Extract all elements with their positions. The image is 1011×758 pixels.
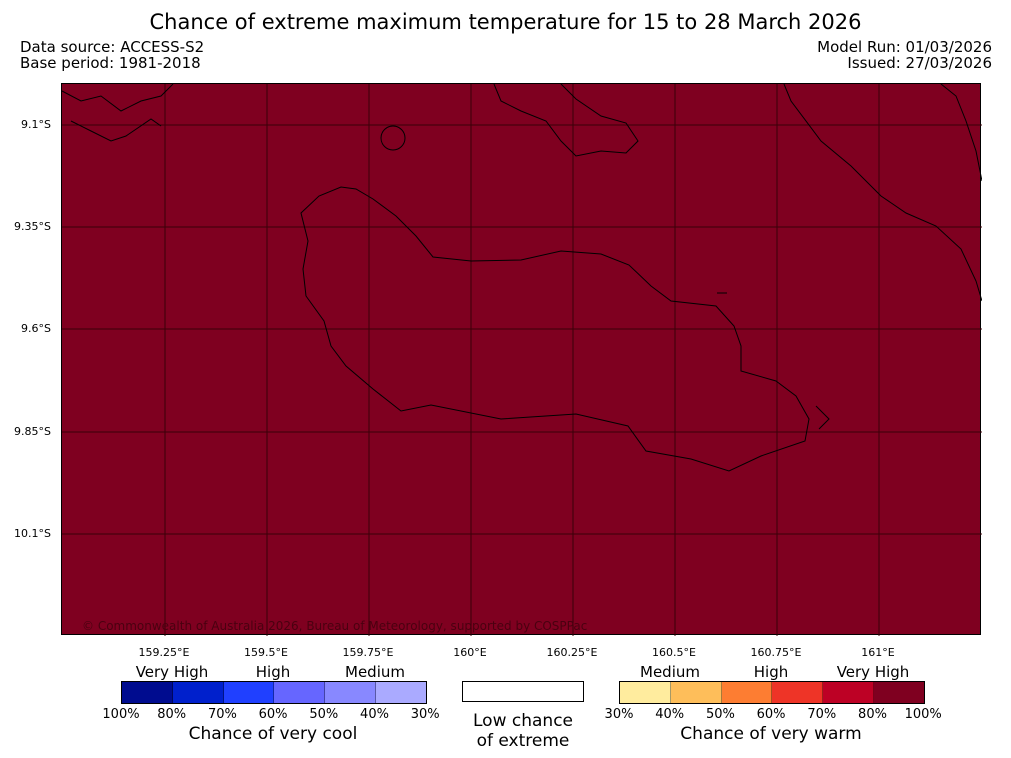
cool-tick-label: 30% (410, 707, 440, 722)
warm-colorbar (619, 681, 925, 704)
cool-colorbar (121, 681, 427, 704)
warm-swatch (772, 682, 824, 703)
warm-tick-label: 50% (705, 707, 735, 722)
lon-label: 161°E (861, 646, 895, 659)
malaita-coast (783, 83, 983, 302)
guadalcanal-coast (300, 186, 810, 472)
map[interactable] (61, 83, 983, 636)
lon-label: 160°E (453, 646, 487, 659)
warm-tick-label: 100% (904, 707, 942, 722)
graticule (62, 84, 982, 636)
data-source: Data source: ACCESS-S2 (20, 38, 205, 56)
savo-island-coast (380, 125, 406, 151)
cool-swatch (172, 682, 224, 703)
cool-tick-label: 70% (207, 707, 237, 722)
low-chance-swatch (462, 681, 584, 702)
cool-swatch (223, 682, 275, 703)
florida-islands-coast (493, 83, 639, 157)
lon-label: 160.25°E (546, 646, 598, 659)
warm-tick-label: 70% (807, 707, 837, 722)
warm-tick-label: 60% (756, 707, 786, 722)
lat-label: 9.35°S (14, 220, 51, 233)
cool-category: Medium (345, 663, 405, 681)
lat-label: 9.1°S (21, 118, 51, 131)
cool-swatch (274, 682, 326, 703)
lon-label: 159.75°E (342, 646, 394, 659)
lon-label: 159.5°E (244, 646, 288, 659)
copyright-notice: © Commonwealth of Australia 2026, Bureau… (82, 619, 588, 633)
warm-swatch (721, 682, 773, 703)
low-chance-caption-1: Low chance (473, 711, 573, 731)
cool-tick-label: 60% (258, 707, 288, 722)
low-chance-caption-2: of extreme (476, 731, 570, 751)
cool-tick-label: 80% (157, 707, 187, 722)
cool-tick-label: 40% (360, 707, 389, 722)
lat-label: 9.85°S (14, 425, 51, 438)
lon-label: 160.75°E (750, 646, 802, 659)
cool-tick-label: 100% (102, 707, 140, 722)
cool-swatch (376, 682, 426, 703)
warm-tick-label: 80% (858, 707, 887, 722)
lat-label: 9.6°S (21, 322, 51, 335)
warm-category: Medium (640, 663, 700, 681)
warm-tick-label: 40% (655, 707, 685, 722)
warm-caption: Chance of very warm (680, 724, 862, 744)
warm-swatch (670, 682, 722, 703)
model-run: Model Run: 01/03/2026 (817, 38, 992, 56)
islet-coast (815, 405, 830, 430)
chart-title: Chance of extreme maximum temperature fo… (149, 10, 862, 34)
cool-swatch (325, 682, 377, 703)
warm-category: Very High (836, 663, 910, 681)
coastline (61, 83, 983, 472)
lon-label: 160.5°E (652, 646, 696, 659)
cool-category: Very High (135, 663, 209, 681)
lon-label: 159.25°E (138, 646, 190, 659)
map-canvas (61, 83, 983, 636)
issued-date: Issued: 27/03/2026 (847, 54, 992, 72)
base-period: Base period: 1981-2018 (20, 54, 201, 72)
warm-swatch (620, 682, 671, 703)
cool-swatch (122, 682, 173, 703)
nw-islands-coast (61, 83, 174, 142)
warm-tick-label: 30% (604, 707, 634, 722)
warm-category: High (753, 663, 789, 681)
cool-tick-label: 50% (309, 707, 339, 722)
cool-caption: Chance of very cool (188, 724, 358, 744)
cool-category: High (255, 663, 291, 681)
warm-swatch (874, 682, 924, 703)
warm-swatch (823, 682, 875, 703)
lat-label: 10.1°S (14, 527, 51, 540)
